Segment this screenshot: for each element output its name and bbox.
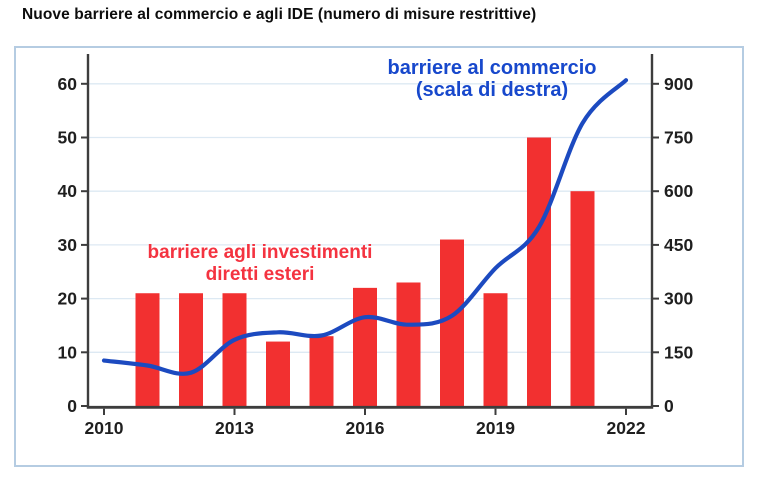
bar-2016 [353,287,377,406]
left-tick-label-60: 60 [58,74,78,94]
figure-frame: 0 10 20 30 40 50 60 0 150 300 450 600 750 900 2010 2013… [14,46,744,467]
bar-2013 [222,293,247,406]
left-tick-label-0: 0 [67,396,77,416]
left-tick-label-30: 30 [58,235,78,255]
trade-barriers-line [101,78,629,376]
bar-2011 [135,293,160,406]
x-tick-label-2010: 2010 [85,418,124,438]
x-tick-label-2013: 2013 [215,418,254,438]
right-tick-label-750: 750 [664,128,693,148]
right-tick-label-0: 0 [664,396,674,416]
right-tick-label-450: 450 [664,235,693,255]
x-axis-ticks: 2010 2013 2016 2019 2022 [85,408,646,438]
right-tick-label-900: 900 [664,74,693,94]
bar-2014 [266,341,290,406]
fdi-bars [135,137,595,406]
left-tick-label-40: 40 [58,181,78,201]
right-tick-label-300: 300 [664,289,693,309]
bar-2018 [440,239,464,406]
right-tick-label-600: 600 [664,181,693,201]
x-tick-label-2019: 2019 [476,418,515,438]
bar-2017 [396,282,421,406]
x-tick-label-2022: 2022 [607,418,646,438]
axes [86,54,654,409]
left-axis-ticks: 0 10 20 30 40 50 60 [58,74,88,416]
left-tick-label-50: 50 [58,128,78,148]
left-tick-label-10: 10 [58,342,78,362]
chart-title: Nuove barriere al commercio e agli IDE (… [22,6,537,23]
x-tick-label-2016: 2016 [346,418,385,438]
bar-2019 [483,293,508,406]
bar-2015 [309,336,334,406]
bar-2021 [570,191,595,406]
bar-2020 [527,137,551,406]
bar-2012 [179,293,203,406]
left-tick-label-20: 20 [58,289,78,309]
right-tick-label-150: 150 [664,342,693,362]
right-axis-ticks: 0 150 300 450 600 750 900 [652,74,693,416]
